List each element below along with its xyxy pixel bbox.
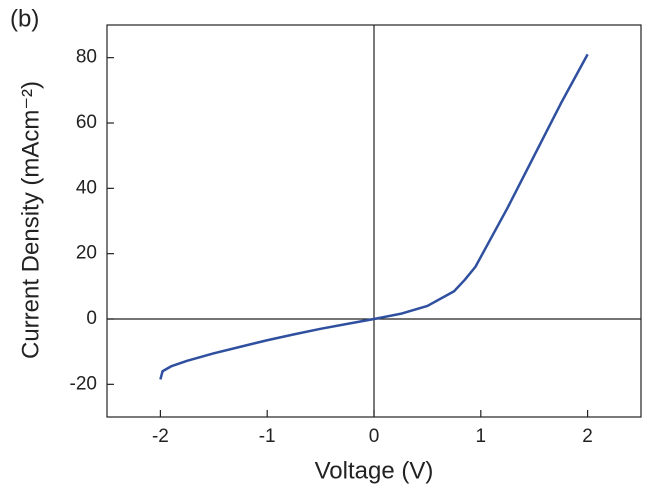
y-tick-label: 60 (76, 112, 97, 133)
x-tick-label: 0 (369, 426, 380, 447)
y-axis-label: Current Density (mAcm⁻²) (17, 81, 44, 359)
plot-frame (106, 24, 642, 418)
y-tick-label: 80 (76, 47, 97, 68)
x-tick-label: 1 (476, 426, 487, 447)
y-tick-label: 40 (76, 177, 97, 198)
y-tick-label: -20 (70, 373, 97, 394)
x-tick-label: -1 (259, 426, 276, 447)
panel-label: (b) (10, 5, 39, 32)
x-tick-label: -2 (152, 426, 169, 447)
x-tick-label: 2 (582, 426, 593, 447)
data-line (159, 53, 589, 380)
y-tick-label: 0 (86, 308, 97, 329)
x-axis-label: Voltage (V) (315, 457, 434, 484)
y-tick-label: 20 (76, 243, 97, 264)
